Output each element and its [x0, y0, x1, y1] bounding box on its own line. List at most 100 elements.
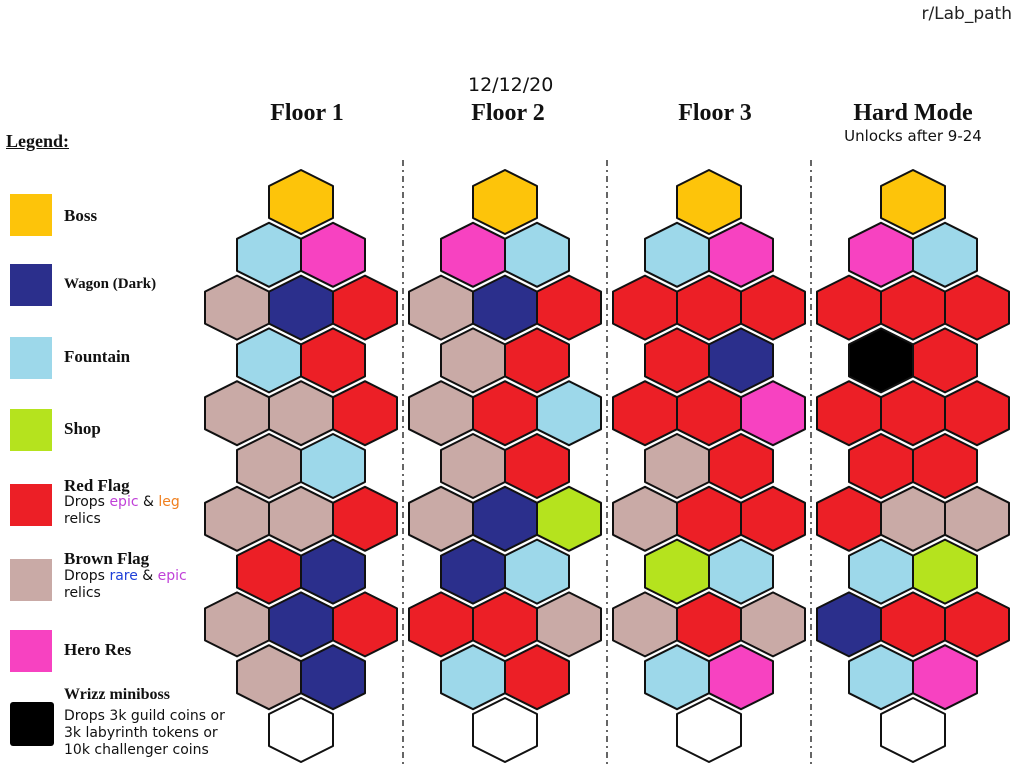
hex-tile-red-flag: [472, 591, 538, 658]
hex-tile-red-flag: [332, 591, 398, 658]
hex-tile-red-flag: [644, 327, 710, 394]
hex-tile-red-flag: [332, 274, 398, 341]
hex-tile-wagon: [708, 327, 774, 394]
hex-tile-brown-flag: [236, 433, 302, 499]
hex-tile-brown-flag: [204, 380, 270, 447]
hex-tile-hero-res: [300, 221, 366, 288]
hex-tile-fountain: [848, 538, 914, 605]
hard-mode-title: Hard Mode: [853, 100, 973, 126]
hex-tile-red-flag: [408, 591, 474, 658]
hex-tile-fountain: [504, 538, 570, 605]
legend-label-fountain: Fountain: [64, 347, 131, 366]
legend-label-boss: Boss: [64, 206, 98, 225]
legend-swatch-shop: [10, 409, 52, 451]
hex-tile-fountain: [504, 221, 570, 288]
hex-tile-boss: [268, 169, 334, 235]
hex-tile-shop: [536, 485, 602, 552]
hex-tile-empty: [880, 697, 946, 763]
hex-tile-red-flag: [300, 327, 366, 394]
legend-swatch-wagon: [10, 264, 52, 306]
hex-tile-wagon: [440, 538, 506, 605]
hex-tile-red-flag: [504, 433, 570, 499]
hex-tile-hero-res: [708, 644, 774, 711]
hex-tile-red-flag: [912, 433, 978, 499]
hex-tile-wagon: [300, 644, 366, 711]
credit-text: r/Lab_path: [921, 4, 1012, 24]
hex-tile-brown-flag: [644, 433, 710, 499]
hex-tile-wagon: [472, 485, 538, 552]
hex-tile-brown-flag: [408, 485, 474, 552]
hex-tile-red-flag: [816, 485, 882, 552]
legend-swatch-fountain: [10, 337, 52, 379]
legend-swatch-red-flag: [10, 484, 52, 526]
hex-tile-fountain: [236, 221, 302, 288]
floor-3-title: Floor 3: [678, 100, 752, 126]
hex-tile-red-flag: [504, 327, 570, 394]
hex-tile-red-flag: [708, 433, 774, 499]
floor-2-title: Floor 2: [471, 100, 545, 126]
legend-swatch-hero-res: [10, 630, 52, 672]
hex-tile-empty: [472, 697, 538, 763]
hex-tile-fountain: [644, 644, 710, 711]
hex-tile-red-flag: [676, 274, 742, 341]
hex-tile-brown-flag: [408, 274, 474, 341]
hex-tile-brown-flag: [740, 591, 806, 658]
hex-tile-hero-res: [848, 221, 914, 288]
hex-layer: [204, 169, 1010, 763]
hex-tile-fountain: [708, 538, 774, 605]
legend-label-hero-res: Hero Res: [64, 640, 132, 659]
hex-tile-red-flag: [880, 591, 946, 658]
legend-label-shop: Shop: [64, 419, 101, 438]
hex-tile-brown-flag: [536, 591, 602, 658]
legend-title: Legend:: [6, 131, 69, 151]
date-text: 12/12/20: [468, 74, 554, 96]
hex-tile-red-flag: [612, 380, 678, 447]
legend-label-red-flag: Red Flag: [64, 476, 130, 495]
hex-tile-hero-res: [708, 221, 774, 288]
hard-mode-subtitle: Unlocks after 9-24: [844, 127, 982, 145]
hex-tile-brown-flag: [880, 485, 946, 552]
hex-tile-red-flag: [676, 591, 742, 658]
hex-tile-brown-flag: [440, 327, 506, 394]
legend-label-wrizz: Wrizz miniboss: [64, 686, 170, 703]
legend-swatch-brown-flag: [10, 559, 52, 601]
legend-swatch-boss: [10, 194, 52, 236]
legend-label-wagon: Wagon (Dark): [64, 276, 157, 292]
hex-tile-empty: [676, 697, 742, 763]
hex-tile-empty: [268, 697, 334, 763]
legend-swatch-wrizz: [10, 702, 54, 746]
hex-tile-brown-flag: [268, 485, 334, 552]
hex-tile-brown-flag: [204, 591, 270, 658]
hex-tile-shop: [912, 538, 978, 605]
hex-tile-brown-flag: [440, 433, 506, 499]
hex-tile-brown-flag: [944, 485, 1010, 552]
hex-tile-red-flag: [612, 274, 678, 341]
hex-tile-wagon: [472, 274, 538, 341]
hex-tile-brown-flag: [204, 274, 270, 341]
hex-tile-red-flag: [912, 327, 978, 394]
hex-tile-red-flag: [880, 274, 946, 341]
hex-tile-brown-flag: [268, 380, 334, 447]
hex-tile-red-flag: [740, 274, 806, 341]
hex-tile-fountain: [912, 221, 978, 288]
hex-tile-boss: [676, 169, 742, 235]
hex-tile-shop: [644, 538, 710, 605]
hex-tile-red-flag: [676, 485, 742, 552]
hex-tile-fountain: [300, 433, 366, 499]
hex-tile-red-flag: [332, 485, 398, 552]
hex-tile-brown-flag: [612, 591, 678, 658]
hex-tile-red-flag: [504, 644, 570, 711]
hex-tile-wagon: [300, 538, 366, 605]
hex-tile-brown-flag: [612, 485, 678, 552]
hex-tile-fountain: [644, 221, 710, 288]
hex-tile-red-flag: [816, 380, 882, 447]
hex-tile-red-flag: [944, 591, 1010, 658]
hex-tile-red-flag: [944, 380, 1010, 447]
hex-tile-fountain: [536, 380, 602, 447]
hex-tile-wagon: [268, 591, 334, 658]
hex-tile-red-flag: [848, 433, 914, 499]
hex-tile-boss: [472, 169, 538, 235]
hex-tile-hero-res: [740, 380, 806, 447]
hex-tile-wrizz-miniboss: [848, 327, 914, 394]
